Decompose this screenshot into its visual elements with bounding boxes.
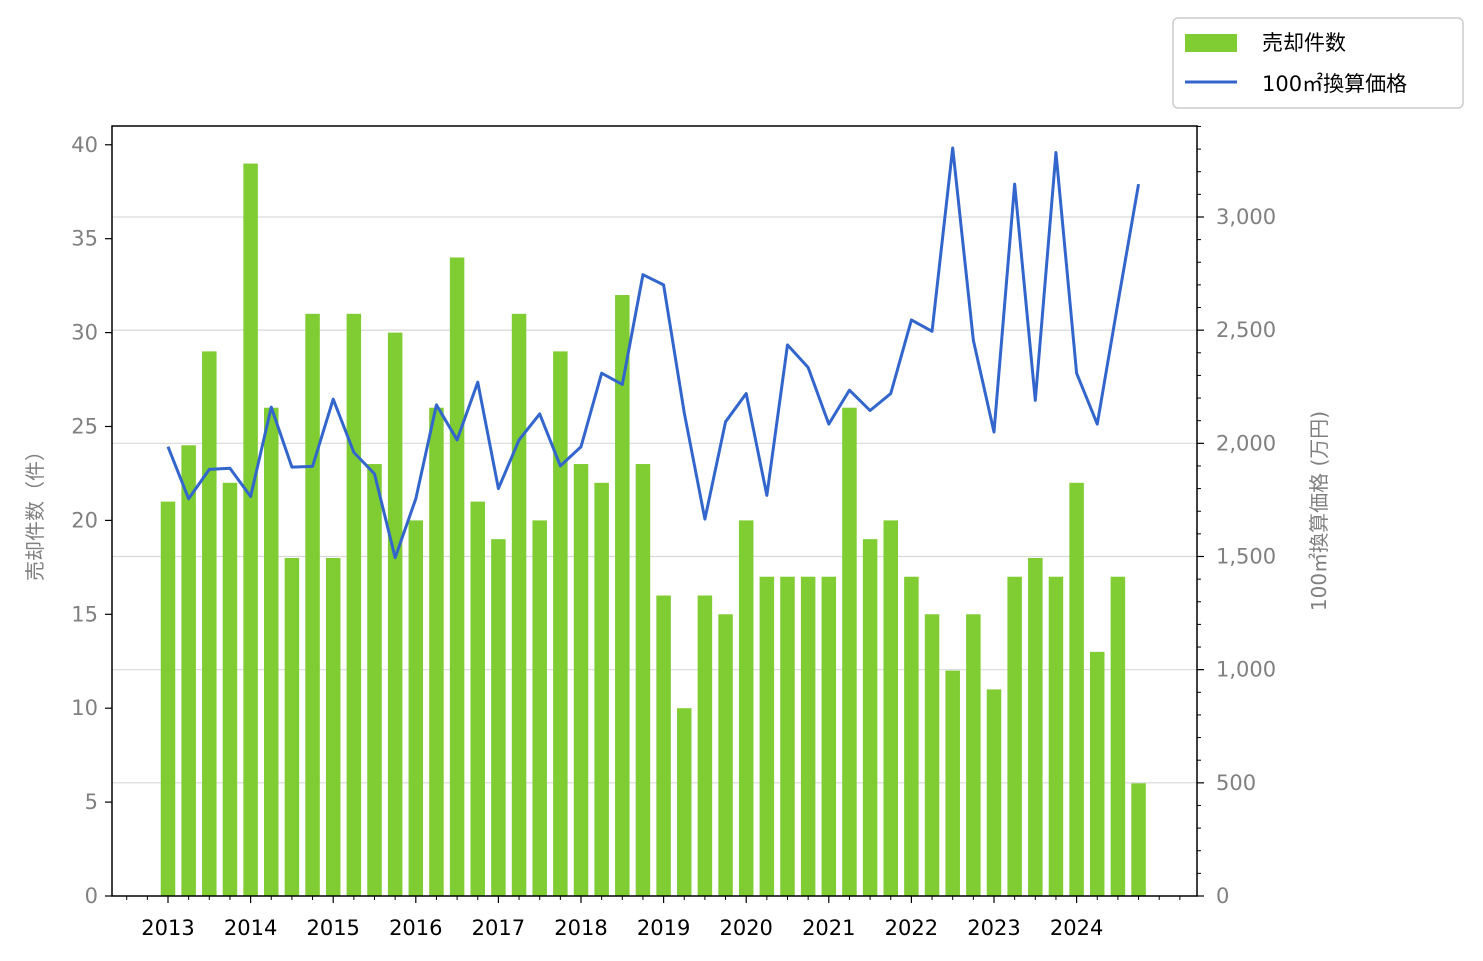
bar <box>1090 651 1105 896</box>
bar <box>346 313 362 896</box>
x-tick-label: 2021 <box>802 916 855 940</box>
bar <box>264 407 279 896</box>
bar <box>966 614 981 896</box>
right-tick-label: 0 <box>1216 884 1229 908</box>
x-tick-label: 2017 <box>472 916 525 940</box>
x-axis: 2013 2014 2015 2016 2017 2018 2019 2020 2021 2022… <box>126 896 1181 940</box>
left-tick-label: 40 <box>71 133 98 157</box>
bar <box>697 595 713 896</box>
left-axis-label: 売却件数（件） <box>23 441 47 581</box>
x-tick-label: 2022 <box>885 916 938 940</box>
bar <box>367 464 382 896</box>
left-tick-label: 5 <box>85 790 98 814</box>
left-tick-label: 20 <box>71 508 98 532</box>
bar <box>222 482 238 896</box>
x-tick-label: 2023 <box>967 916 1020 940</box>
bar <box>573 464 589 896</box>
right-tick-label: 1,000 <box>1216 658 1276 682</box>
x-tick-label: 2019 <box>637 916 690 940</box>
bar <box>429 407 444 896</box>
bar <box>738 520 754 896</box>
bar <box>1028 557 1043 896</box>
bar <box>718 614 733 896</box>
bar <box>842 407 857 896</box>
right-axis: 0 500 1,000 1,500 2,000 2,500 3,000 <box>1197 125 1276 908</box>
x-tick-label: 2015 <box>306 916 359 940</box>
bar <box>862 539 878 896</box>
bar <box>305 313 320 896</box>
bar <box>615 295 630 896</box>
line-series <box>166 146 1141 560</box>
bar-series <box>160 163 1146 897</box>
legend-line-label: 100㎡換算価格 <box>1262 72 1407 96</box>
bar <box>181 445 196 896</box>
bar <box>924 614 940 896</box>
bar <box>1069 482 1084 896</box>
x-tick-label: 2024 <box>1050 916 1103 940</box>
left-tick-label: 0 <box>85 884 98 908</box>
legend-bar-swatch <box>1185 34 1237 52</box>
bar <box>759 576 775 896</box>
bar <box>243 163 258 896</box>
bar <box>594 482 609 896</box>
bar <box>470 501 485 896</box>
bar <box>635 464 651 896</box>
bar <box>532 520 547 896</box>
x-tick-label: 2013 <box>141 916 194 940</box>
right-tick-label: 3,000 <box>1216 205 1276 229</box>
bar <box>1007 576 1022 896</box>
bar <box>284 557 300 896</box>
left-tick-label: 25 <box>71 414 98 438</box>
legend-bar-label: 売却件数 <box>1262 31 1346 55</box>
left-tick-label: 30 <box>71 321 98 345</box>
right-tick-label: 500 <box>1216 771 1256 795</box>
bar <box>1048 576 1064 896</box>
right-tick-label: 1,500 <box>1216 544 1276 568</box>
x-tick-label: 2020 <box>719 916 772 940</box>
right-tick-label: 2,000 <box>1216 431 1276 455</box>
bar <box>677 708 692 896</box>
bar <box>1110 576 1126 896</box>
legend: 売却件数 100㎡換算価格 <box>1172 17 1464 109</box>
bar <box>780 576 795 896</box>
bar <box>387 332 403 897</box>
price-line <box>166 146 1141 560</box>
left-axis: 0 5 10 15 20 25 30 35 40 <box>71 133 112 908</box>
x-tick-label: 2014 <box>224 916 277 940</box>
bar <box>883 520 898 896</box>
x-tick-label: 2016 <box>389 916 442 940</box>
bar <box>821 576 837 896</box>
left-tick-label: 15 <box>71 602 98 626</box>
legend-box <box>1172 17 1464 109</box>
bar <box>945 670 960 896</box>
bar <box>511 313 527 896</box>
bar <box>800 576 816 896</box>
bar <box>986 689 1002 896</box>
bar <box>408 520 424 896</box>
left-tick-label: 10 <box>71 696 98 720</box>
bar <box>449 257 465 897</box>
bar <box>202 351 217 896</box>
bar <box>904 576 919 896</box>
bar <box>656 595 671 896</box>
bar <box>1131 783 1146 896</box>
bar <box>553 351 568 896</box>
bar <box>491 539 506 896</box>
x-tick-label: 2018 <box>554 916 607 940</box>
bar <box>325 557 341 896</box>
left-tick-label: 35 <box>71 227 98 251</box>
right-tick-label: 2,500 <box>1216 318 1276 342</box>
bar <box>160 501 176 896</box>
right-axis-label: 100㎡換算価格 (万円) <box>1307 411 1331 611</box>
